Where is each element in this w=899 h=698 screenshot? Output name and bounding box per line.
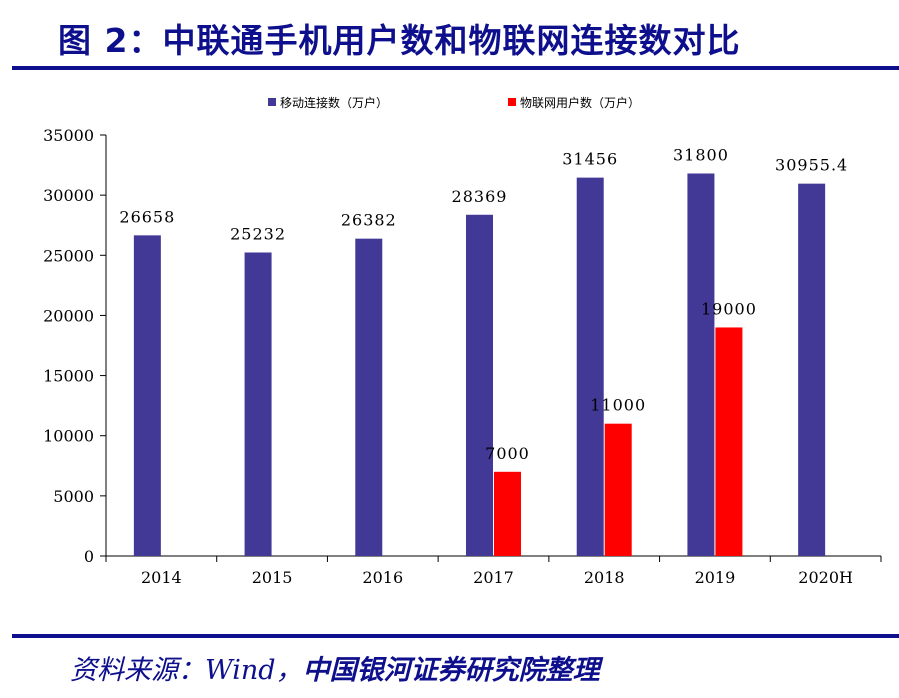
title-rule xyxy=(12,66,899,70)
bar-s0-2017 xyxy=(466,214,493,556)
x-tick-label: 2017 xyxy=(473,568,514,587)
bars xyxy=(133,173,826,556)
legend-swatch xyxy=(268,98,276,106)
legend-label: 移动连接数（万户） xyxy=(280,95,388,110)
data-label: 7000 xyxy=(485,444,530,463)
y-tick-label: 30000 xyxy=(43,186,94,205)
chart: 移动连接数（万户） 物联网用户数（万户） 0 5000 10000 15000 20000… xyxy=(43,95,882,587)
legend: 移动连接数（万户） 物联网用户数（万户） xyxy=(268,95,640,110)
data-label: 26382 xyxy=(341,211,397,230)
bar-s1-2018 xyxy=(604,423,632,556)
bar-s0-2016 xyxy=(355,238,383,556)
data-label: 11000 xyxy=(590,396,646,415)
y-tick-label: 10000 xyxy=(43,427,94,446)
legend-label: 物联网用户数（万户） xyxy=(520,95,640,110)
data-label: 25232 xyxy=(230,224,286,243)
bar-s0-2018 xyxy=(576,177,604,556)
bar-s0-2015 xyxy=(244,252,272,556)
data-label: 31456 xyxy=(562,150,618,169)
data-label: 31800 xyxy=(673,145,729,164)
y-tick-label: 35000 xyxy=(43,126,94,145)
data-label: 28369 xyxy=(452,187,508,206)
bar-s0-2019 xyxy=(687,173,715,556)
x-tick-label: 2016 xyxy=(362,568,403,587)
y-tick-label: 20000 xyxy=(43,306,94,325)
source-note: 资料来源：Wind，中国银河证券研究院整理 xyxy=(70,648,600,687)
data-label: 26658 xyxy=(119,207,175,226)
x-axis: 2014 2015 2016 2017 2018 2019 2020H xyxy=(105,555,882,587)
source-rule xyxy=(12,634,899,638)
x-tick-label: 2019 xyxy=(695,568,736,587)
y-tick-label: 25000 xyxy=(43,246,94,265)
y-tick-label: 0 xyxy=(84,547,94,566)
data-label: 30955.4 xyxy=(775,156,848,175)
bar-s1-2017 xyxy=(494,471,521,556)
legend-swatch xyxy=(508,98,516,106)
source-org: 中国银河证券研究院整理 xyxy=(302,655,600,686)
x-tick-label: 2015 xyxy=(252,568,293,587)
x-tick-label: 2018 xyxy=(584,568,625,587)
y-tick-label: 5000 xyxy=(53,487,94,506)
source-prefix: 资料来源：Wind， xyxy=(70,655,303,686)
x-tick-label: 2014 xyxy=(141,568,182,587)
bar-s0-2020H xyxy=(798,183,826,556)
x-tick-label: 2020H xyxy=(798,568,853,587)
value-labels: 26658 25232 26382 28369 31456 31800 30955.4 700… xyxy=(119,145,848,463)
data-label: 19000 xyxy=(701,299,757,318)
bar-s1-2019 xyxy=(715,327,743,556)
y-tick-label: 15000 xyxy=(43,367,94,386)
y-axis: 0 5000 10000 15000 20000 25000 30000 35000 xyxy=(43,126,107,566)
figure-title: 图 2：中联通手机用户数和物联网连接数对比 xyxy=(58,21,741,60)
bar-s0-2014 xyxy=(133,235,161,556)
